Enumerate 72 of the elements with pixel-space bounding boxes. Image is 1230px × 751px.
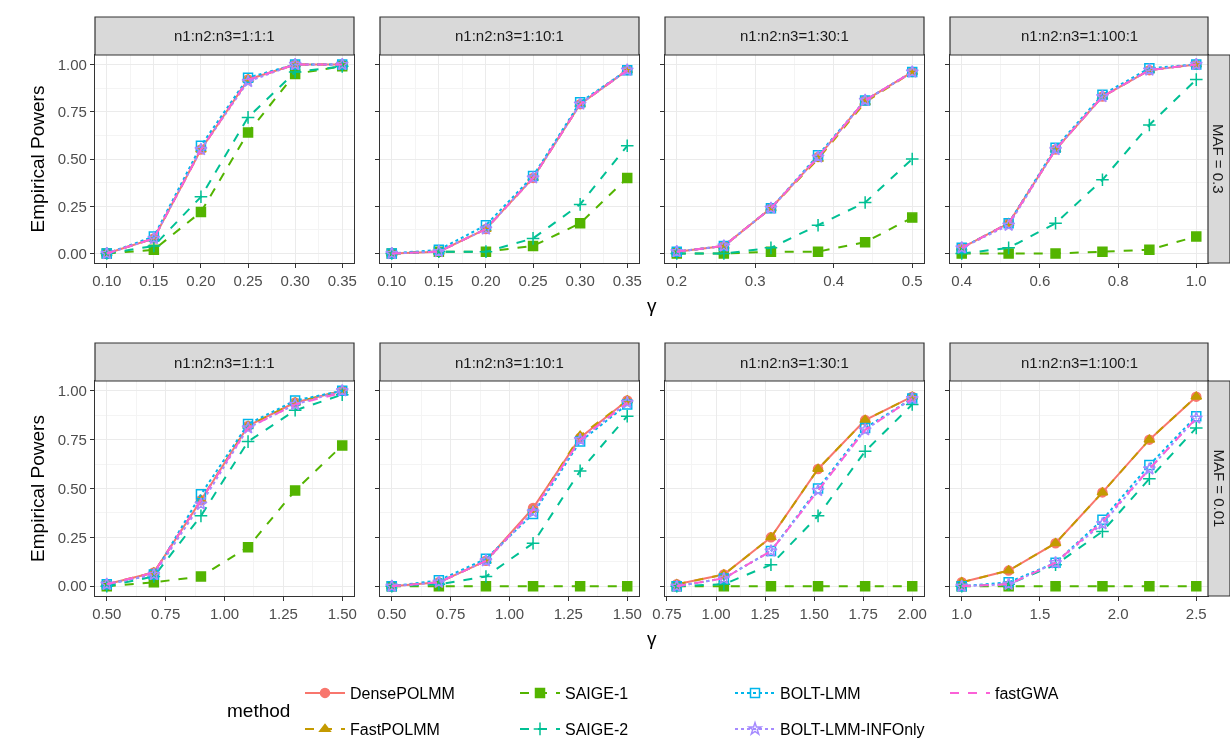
- x-tick-label: 0.75: [436, 605, 466, 623]
- x-tick-label: 0.10: [377, 272, 407, 290]
- x-tick-label: 1.00: [701, 605, 731, 623]
- text: MAF = 0.01: [1210, 449, 1228, 528]
- x-tick-label: 1.0: [951, 605, 973, 623]
- y-tick-label: 1.00: [57, 382, 87, 400]
- y-axis-title: Empirical Powers: [26, 415, 48, 562]
- x-tick-label: 0.50: [377, 605, 407, 623]
- x-tick-label: 1.50: [799, 605, 829, 623]
- y-axis-title: Empirical Powers: [26, 85, 48, 233]
- x-tick-label: 0.20: [471, 272, 501, 290]
- x-tick-label: 0.25: [518, 272, 548, 290]
- legend-label: DensePOLMM: [350, 685, 455, 703]
- chart-title: n1:n2:n3=1:1:1: [174, 354, 275, 371]
- y-tick-label: 1.00: [57, 55, 87, 73]
- legend-title: method: [227, 700, 291, 721]
- x-tick-label: 1.00: [209, 605, 240, 623]
- x-tick-label: 0.35: [327, 272, 357, 290]
- chart-title: n1:n2:n3=1:1:1: [174, 27, 275, 44]
- x-tick-label: 0.30: [280, 272, 310, 290]
- x-tick-label: 1.25: [553, 605, 583, 623]
- x-tick-label: 0.5: [901, 272, 923, 290]
- chart-title: n1:n2:n3=1:30:1: [740, 354, 849, 371]
- x-tick-label: 1.75: [848, 605, 878, 623]
- x-tick-label: 0.50: [92, 605, 122, 623]
- x-tick-label: 0.15: [139, 272, 169, 290]
- x-tick-label: 1.5: [1029, 605, 1051, 623]
- x-tick-label: 0.3: [744, 272, 766, 290]
- legend-label: BOLT-LMM-INFOnly: [780, 721, 925, 739]
- y-tick-label: 0.50: [57, 479, 87, 497]
- x-tick-label: 1.25: [750, 605, 780, 623]
- chart-title: n1:n2:n3=1:10:1: [455, 27, 564, 44]
- x-axis-title: γ: [647, 295, 657, 316]
- y-tick-label: 0.25: [57, 197, 87, 215]
- x-tick-label: 0.8: [1107, 272, 1129, 290]
- y-tick-label: 0.25: [57, 528, 87, 546]
- x-tick-label: 0.15: [424, 272, 454, 290]
- x-tick-label: 1.00: [494, 605, 525, 623]
- chart-title: n1:n2:n3=1:100:1: [1021, 27, 1139, 44]
- x-axis-title: γ: [647, 628, 657, 649]
- x-tick-label: 1.50: [327, 605, 357, 623]
- x-tick-label: 0.75: [652, 605, 682, 623]
- x-tick-label: 2.0: [1107, 605, 1129, 623]
- y-tick-label: 0.00: [57, 244, 87, 262]
- x-tick-label: 0.6: [1029, 272, 1051, 290]
- x-tick-label: 0.4: [823, 272, 845, 290]
- x-tick-label: 2.5: [1185, 605, 1207, 623]
- x-tick-label: 0.75: [151, 605, 181, 623]
- x-tick-label: 1.50: [612, 605, 642, 623]
- x-tick-label: 0.25: [233, 272, 263, 290]
- x-tick-label: 0.35: [612, 272, 642, 290]
- legend-label: SAIGE-2: [565, 721, 629, 739]
- x-tick-label: 0.2: [666, 272, 688, 290]
- chart-title: n1:n2:n3=1:30:1: [740, 27, 849, 44]
- x-tick-label: 0.20: [186, 272, 216, 290]
- legend-label: fastGWA: [995, 685, 1059, 703]
- y-tick-label: 0.00: [57, 577, 87, 595]
- x-tick-label: 1.0: [1185, 272, 1207, 290]
- x-tick-label: 2.00: [897, 605, 927, 623]
- legend-label: FastPOLMM: [350, 721, 440, 739]
- x-tick-label: 1.25: [268, 605, 298, 623]
- x-tick-label: 0.30: [565, 272, 595, 290]
- chart-title: n1:n2:n3=1:100:1: [1021, 354, 1139, 371]
- text: MAF = 0.3: [1210, 124, 1227, 194]
- x-tick-label: 0.10: [92, 272, 122, 290]
- y-tick-label: 0.75: [57, 102, 87, 120]
- y-tick-label: 0.75: [57, 430, 87, 448]
- legend-label: SAIGE-1: [565, 685, 629, 703]
- x-tick-label: 0.4: [951, 272, 973, 290]
- legend-label: BOLT-LMM: [780, 685, 861, 703]
- chart-title: n1:n2:n3=1:10:1: [455, 354, 564, 371]
- y-tick-label: 0.50: [57, 150, 87, 168]
